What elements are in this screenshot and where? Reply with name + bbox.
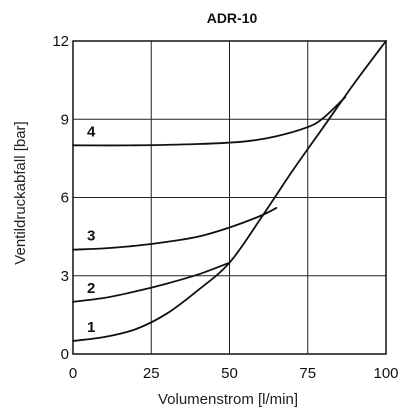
y-tick-label: 3	[61, 268, 69, 285]
x-tick-label: 50	[221, 365, 238, 382]
plot-frame	[72, 40, 387, 355]
chart-title: ADR-10	[207, 10, 258, 26]
series-line-2	[72, 261, 231, 303]
curve-labels: 1 2 3 4	[87, 123, 96, 336]
grid	[73, 41, 386, 354]
y-tick-label: 6	[61, 190, 69, 207]
y-tick-label: 12	[52, 33, 69, 50]
x-tick-label: 75	[299, 365, 316, 382]
curve-label-2: 2	[87, 280, 95, 297]
y-axis-label: Ventildruckabfall [bar]	[12, 121, 29, 264]
curve-label-3: 3	[87, 228, 95, 245]
x-tick-label: 0	[69, 365, 77, 382]
y-tick-label: 9	[61, 111, 69, 128]
series-line-4	[72, 96, 347, 147]
curve-label-4: 4	[87, 123, 96, 140]
curve-label-1: 1	[87, 319, 95, 336]
x-axis-label: Volumenstrom [l/min]	[158, 391, 298, 408]
y-tick-label: 0	[61, 346, 69, 363]
x-tick-label: 100	[373, 365, 398, 382]
series-line-3	[72, 207, 278, 251]
x-tick-label: 25	[143, 365, 160, 382]
series-layer	[72, 40, 387, 342]
